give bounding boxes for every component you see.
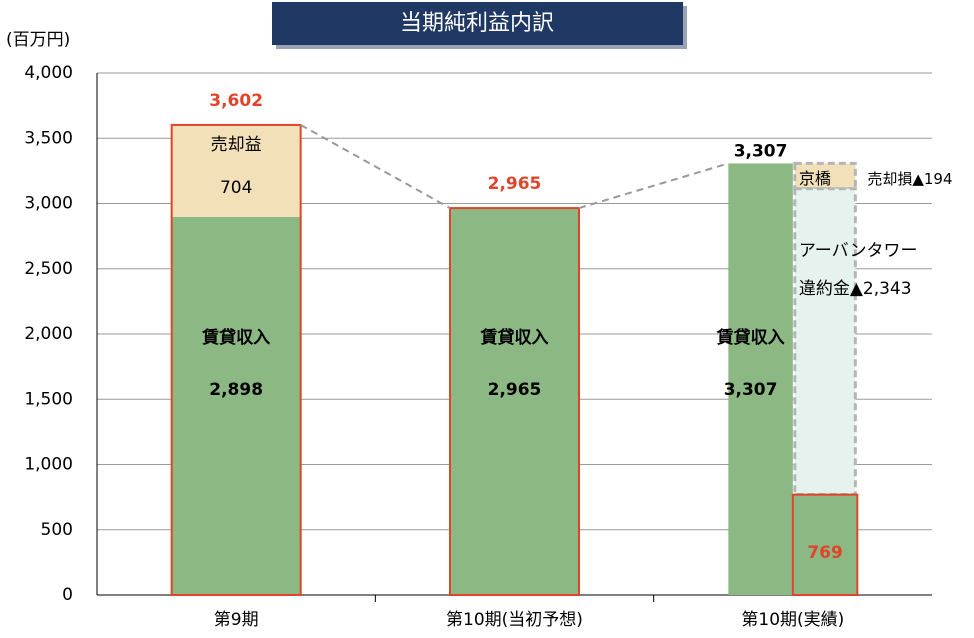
y-tick-label: 500 [41,520,73,540]
value-label: 704 [220,178,252,198]
bar-segment [450,208,579,595]
x-tick-label: 第10期(当初予想) [446,610,583,630]
y-tick-label: 3,000 [24,194,73,214]
value-label: 2,965 [488,380,542,400]
unit-label: (百万円) [6,30,70,50]
loss-segment [793,187,857,497]
loss-label: 違約金▲2,343 [799,279,912,299]
result-bar [791,493,859,597]
series-label: 売却益 [211,135,262,155]
loss-label: 売却損▲194 [867,170,952,188]
series-label: 賃貸収入 [716,327,785,348]
title-box [272,2,683,45]
series-label: 賃貸収入 [201,327,270,348]
y-tick-label: 0 [62,585,73,605]
y-tick-label: 2,500 [24,259,73,279]
total-label: 3,307 [734,141,788,161]
x-tick-label: 第9期 [214,610,259,630]
y-tick-label: 2,000 [24,324,73,344]
total-label: 2,965 [488,174,542,194]
loss-name: 京橋 [799,169,831,188]
bar-segment [171,124,301,217]
series-label: 賃貸収入 [480,327,549,348]
bar-segment [171,216,301,595]
bar-outline [170,123,302,597]
result-label: 769 [807,543,843,563]
y-tick-label: 4,000 [24,63,73,83]
bar-segment [728,163,793,595]
chart-title: 当期純利益内訳 [400,11,554,36]
loss-name: アーバンタワー [799,241,918,261]
value-label: 2,898 [209,380,263,400]
x-tick-label: 第10期(実績) [741,610,844,630]
y-tick-label: 1,000 [24,455,73,475]
connector [578,162,729,210]
connector [300,124,451,209]
y-tick-label: 3,500 [24,128,73,148]
bar-outline [449,207,580,596]
total-label: 3,602 [209,91,263,111]
y-tick-label: 1,500 [24,389,73,409]
value-label: 3,307 [724,380,778,400]
